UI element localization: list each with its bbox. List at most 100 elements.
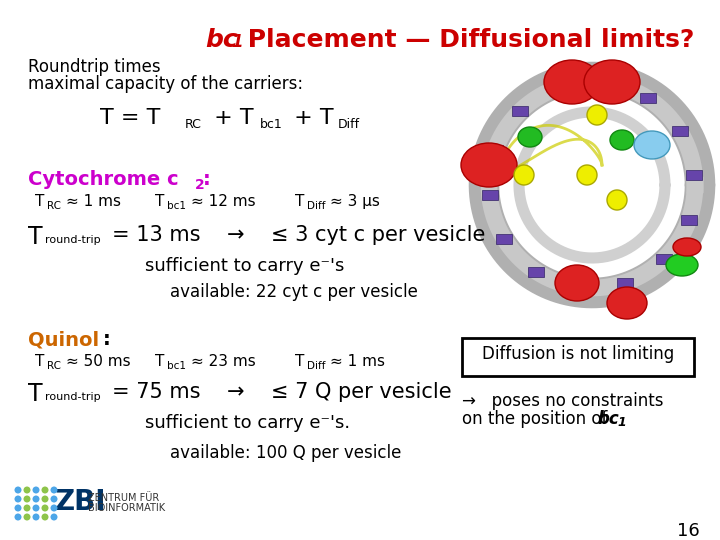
- Circle shape: [577, 165, 597, 185]
- Text: T: T: [28, 382, 42, 406]
- Text: ≈ 3 µs: ≈ 3 µs: [330, 194, 380, 209]
- Text: T: T: [35, 354, 45, 369]
- Text: on the position of: on the position of: [462, 410, 613, 428]
- FancyBboxPatch shape: [617, 278, 633, 288]
- Circle shape: [32, 496, 40, 503]
- Text: 16: 16: [678, 522, 700, 540]
- Ellipse shape: [634, 131, 670, 159]
- Circle shape: [42, 514, 48, 521]
- Circle shape: [14, 496, 22, 503]
- Text: RC: RC: [47, 361, 61, 371]
- Text: ZENTRUM FÜR: ZENTRUM FÜR: [88, 493, 159, 503]
- Circle shape: [50, 496, 58, 503]
- Text: round-trip: round-trip: [45, 392, 101, 402]
- FancyBboxPatch shape: [640, 93, 656, 104]
- Text: ≈ 1 ms: ≈ 1 ms: [330, 354, 385, 369]
- FancyBboxPatch shape: [482, 190, 498, 200]
- Text: Cytochrome c: Cytochrome c: [28, 170, 179, 189]
- Text: ≈ 50 ms: ≈ 50 ms: [66, 354, 130, 369]
- FancyBboxPatch shape: [597, 78, 613, 88]
- Ellipse shape: [518, 127, 542, 147]
- Text: Diff: Diff: [338, 118, 360, 131]
- Circle shape: [42, 496, 48, 503]
- Text: = 13 ms    →    ≤ 3 cyt c per vesicle: = 13 ms → ≤ 3 cyt c per vesicle: [112, 225, 485, 245]
- Circle shape: [42, 504, 48, 511]
- Text: Quinol: Quinol: [28, 330, 99, 349]
- Circle shape: [24, 496, 30, 503]
- Text: available: 22 cyt c per vesicle: available: 22 cyt c per vesicle: [170, 283, 418, 301]
- Circle shape: [24, 514, 30, 521]
- Ellipse shape: [666, 254, 698, 276]
- Text: = 75 ms    →    ≤ 7 Q per vesicle: = 75 ms → ≤ 7 Q per vesicle: [112, 382, 451, 402]
- Text: round-trip: round-trip: [45, 235, 101, 245]
- FancyBboxPatch shape: [528, 267, 544, 276]
- Text: maximal capacity of the carriers:: maximal capacity of the carriers:: [28, 75, 303, 93]
- Ellipse shape: [607, 287, 647, 319]
- Text: bc: bc: [597, 410, 618, 428]
- Ellipse shape: [461, 143, 517, 187]
- Text: 2: 2: [195, 178, 204, 192]
- Text: T: T: [295, 354, 305, 369]
- Circle shape: [32, 487, 40, 494]
- Text: 1: 1: [231, 33, 243, 51]
- FancyBboxPatch shape: [571, 282, 588, 292]
- Ellipse shape: [544, 60, 600, 104]
- Text: + T: + T: [287, 108, 333, 128]
- Ellipse shape: [610, 130, 634, 150]
- Circle shape: [14, 487, 22, 494]
- Text: sufficient to carry e⁻'s: sufficient to carry e⁻'s: [145, 257, 344, 275]
- Text: T: T: [155, 354, 164, 369]
- Text: bc1: bc1: [167, 201, 186, 211]
- Circle shape: [50, 514, 58, 521]
- Text: ≈ 1 ms: ≈ 1 ms: [66, 194, 121, 209]
- FancyBboxPatch shape: [656, 254, 672, 264]
- Text: T: T: [35, 194, 45, 209]
- Circle shape: [587, 105, 607, 125]
- FancyBboxPatch shape: [496, 234, 512, 244]
- Text: T: T: [295, 194, 305, 209]
- Ellipse shape: [584, 60, 640, 104]
- Text: ZBI: ZBI: [55, 488, 107, 516]
- Text: bc1: bc1: [167, 361, 186, 371]
- Text: T: T: [155, 194, 164, 209]
- Text: :: :: [103, 330, 111, 349]
- Text: T = T: T = T: [100, 108, 161, 128]
- Text: RC: RC: [185, 118, 202, 131]
- Text: T: T: [28, 225, 42, 249]
- Text: →   poses no constraints: → poses no constraints: [462, 392, 664, 410]
- Circle shape: [24, 487, 30, 494]
- Ellipse shape: [555, 265, 599, 301]
- Circle shape: [32, 514, 40, 521]
- Text: bc: bc: [205, 28, 238, 52]
- Circle shape: [14, 514, 22, 521]
- Text: + T: + T: [207, 108, 253, 128]
- FancyBboxPatch shape: [512, 106, 528, 116]
- Circle shape: [50, 504, 58, 511]
- Text: available: 100 Q per vesicle: available: 100 Q per vesicle: [170, 444, 401, 462]
- Text: RC: RC: [47, 201, 61, 211]
- Ellipse shape: [673, 238, 701, 256]
- FancyBboxPatch shape: [487, 145, 503, 155]
- Text: Roundtrip times: Roundtrip times: [28, 58, 161, 76]
- Circle shape: [514, 165, 534, 185]
- FancyBboxPatch shape: [681, 215, 697, 225]
- Circle shape: [14, 504, 22, 511]
- Circle shape: [607, 190, 627, 210]
- FancyBboxPatch shape: [552, 83, 567, 92]
- Circle shape: [32, 504, 40, 511]
- Text: 1: 1: [617, 416, 626, 429]
- Text: :: :: [203, 170, 211, 189]
- Circle shape: [50, 487, 58, 494]
- Text: Diff: Diff: [307, 361, 325, 371]
- Text: Diff: Diff: [307, 201, 325, 211]
- Text: Diffusion is not limiting: Diffusion is not limiting: [482, 345, 674, 363]
- Text: ≈ 23 ms: ≈ 23 ms: [191, 354, 256, 369]
- FancyBboxPatch shape: [686, 170, 703, 180]
- Circle shape: [42, 487, 48, 494]
- Text: Placement — Diffusional limits?: Placement — Diffusional limits?: [239, 28, 694, 52]
- Text: ≈ 12 ms: ≈ 12 ms: [191, 194, 256, 209]
- Text: sufficient to carry e⁻'s.: sufficient to carry e⁻'s.: [145, 414, 350, 432]
- Bar: [462, 338, 694, 376]
- Circle shape: [24, 504, 30, 511]
- FancyBboxPatch shape: [672, 126, 688, 136]
